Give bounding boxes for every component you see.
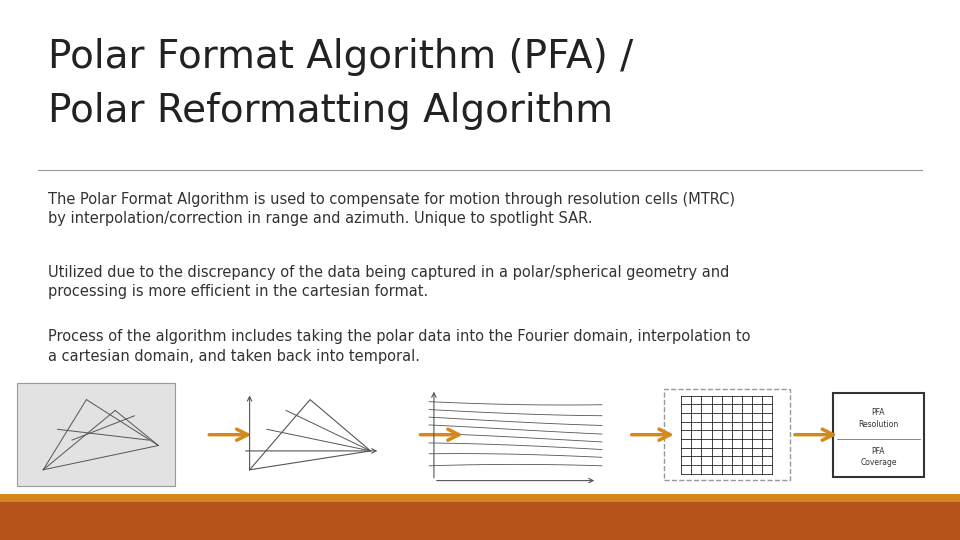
Text: Polar Format Algorithm (PFA) /: Polar Format Algorithm (PFA) / bbox=[48, 38, 634, 76]
Text: The Polar Format Algorithm is used to compensate for motion through resolution c: The Polar Format Algorithm is used to co… bbox=[48, 192, 735, 226]
Bar bbox=[664, 389, 789, 481]
Text: Process of the algorithm includes taking the polar data into the Fourier domain,: Process of the algorithm includes taking… bbox=[48, 329, 751, 364]
Text: Polar Reformatting Algorithm: Polar Reformatting Algorithm bbox=[48, 92, 613, 130]
Bar bbox=[0, 494, 960, 502]
Text: PFA
Coverage: PFA Coverage bbox=[860, 447, 897, 468]
Bar bbox=[0, 502, 960, 540]
Text: Utilized due to the discrepancy of the data being captured in a polar/spherical : Utilized due to the discrepancy of the d… bbox=[48, 265, 730, 299]
Text: PFA
Resolution: PFA Resolution bbox=[858, 408, 899, 429]
Bar bbox=[833, 393, 924, 476]
Bar bbox=[17, 383, 175, 486]
